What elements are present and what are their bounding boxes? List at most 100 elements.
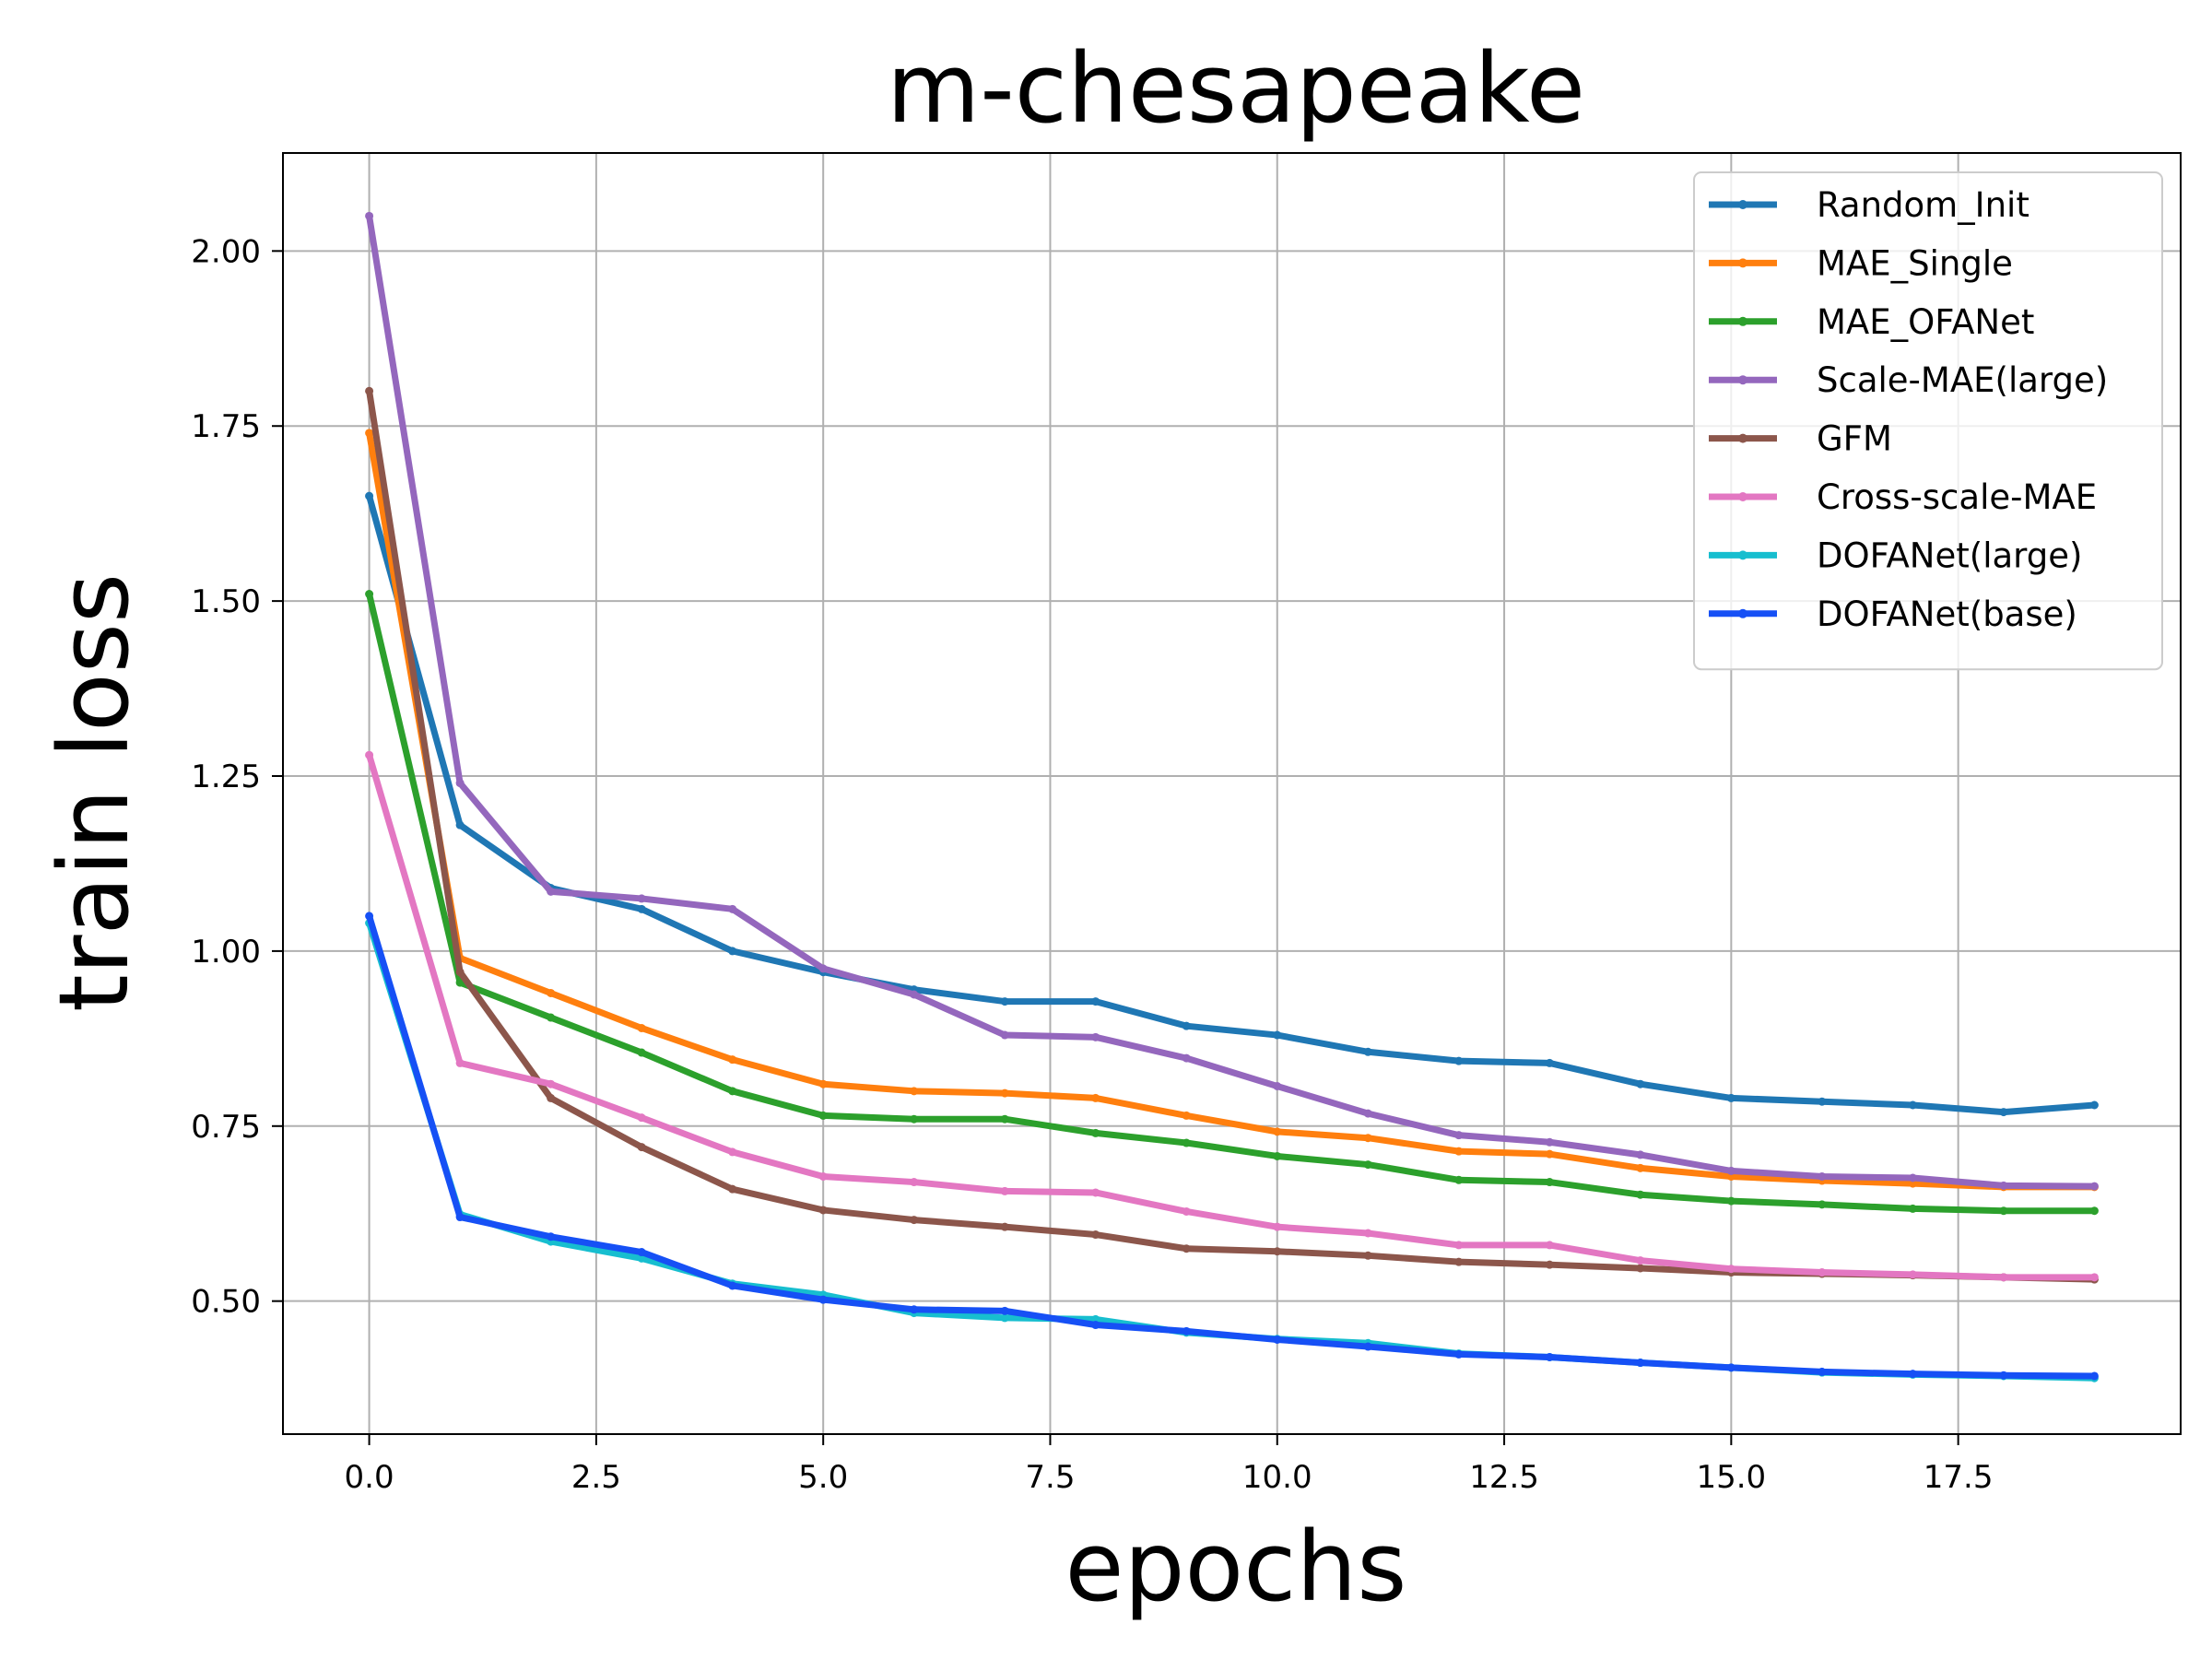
data-point — [1273, 1222, 1282, 1231]
legend-box — [1693, 171, 2163, 671]
x-axis-label: epochs — [1065, 1511, 1407, 1623]
series-line — [366, 212, 2098, 1190]
data-point — [818, 964, 828, 973]
legend-item: DOFANet(large) — [1709, 535, 2082, 575]
data-point — [1454, 1147, 1464, 1156]
data-point — [365, 386, 374, 395]
data-point — [2089, 1273, 2099, 1282]
data-point — [1273, 1030, 1282, 1040]
x-tick-label: 0.0 — [345, 1459, 394, 1496]
y-tick-label: 1.50 — [191, 583, 261, 620]
data-point — [365, 590, 374, 599]
data-point — [1636, 1079, 1645, 1088]
series-lines — [365, 211, 2099, 1382]
data-point — [2089, 1371, 2099, 1381]
legend-item: MAE_Single — [1709, 243, 2013, 283]
data-point — [910, 1305, 919, 1314]
data-point — [1636, 1256, 1645, 1265]
legend-marker — [1738, 608, 1747, 618]
data-point — [1908, 1370, 1917, 1379]
data-point — [1818, 1367, 1827, 1376]
data-point — [1454, 1056, 1464, 1065]
data-point — [1545, 1352, 1554, 1361]
data-point — [1454, 1257, 1464, 1266]
data-point — [1182, 1111, 1191, 1120]
data-point — [1908, 1100, 1917, 1110]
x-tick-label: 7.5 — [1025, 1459, 1075, 1496]
data-point — [1545, 1260, 1554, 1269]
legend-label: MAE_Single — [1817, 243, 2013, 283]
x-tick-label: 2.5 — [571, 1459, 621, 1496]
data-point — [637, 1143, 646, 1152]
data-point — [910, 1114, 919, 1124]
data-point — [547, 887, 556, 896]
data-point — [455, 968, 465, 977]
data-point — [1999, 1206, 2008, 1216]
legend-label: Scale-MAE(large) — [1817, 360, 2108, 400]
data-point — [637, 894, 646, 903]
data-point — [455, 820, 465, 830]
y-tick-label: 2.00 — [191, 233, 261, 270]
data-point — [547, 1232, 556, 1241]
data-point — [1182, 1326, 1191, 1335]
data-point — [1273, 1081, 1282, 1090]
x-tick-label: 5.0 — [798, 1459, 848, 1496]
y-axis-label: train loss — [38, 573, 150, 1012]
legend-marker — [1738, 200, 1747, 209]
legend-marker — [1738, 433, 1747, 443]
data-point — [1273, 1247, 1282, 1256]
data-point — [1091, 1128, 1100, 1137]
data-point — [1818, 1171, 1827, 1181]
data-point — [1818, 1097, 1827, 1106]
data-point — [818, 1079, 828, 1088]
data-point — [1545, 1149, 1554, 1159]
data-point — [1091, 1188, 1100, 1197]
series-dofanet-base- — [365, 912, 2099, 1381]
data-point — [547, 1079, 556, 1088]
data-point — [818, 1171, 828, 1181]
data-point — [1908, 1204, 1917, 1213]
legend-label: GFM — [1817, 419, 1892, 459]
data-point — [1000, 1313, 1009, 1323]
data-point — [910, 1087, 919, 1096]
data-point — [1363, 1109, 1372, 1118]
data-point — [1091, 997, 1100, 1006]
legend-marker — [1738, 258, 1747, 268]
legend-label: Cross-scale-MAE — [1817, 477, 2097, 517]
data-point — [910, 1216, 919, 1225]
data-point — [1908, 1270, 1917, 1279]
y-tick-label: 1.25 — [191, 759, 261, 795]
data-point — [728, 1147, 737, 1157]
data-point — [1000, 1088, 1009, 1098]
legend-label: Random_Init — [1817, 185, 2030, 225]
data-point — [728, 1087, 737, 1096]
series-line — [366, 912, 2098, 1380]
data-point — [1545, 1137, 1554, 1147]
data-point — [1000, 1030, 1009, 1040]
data-point — [1636, 1190, 1645, 1199]
data-point — [818, 1206, 828, 1215]
data-point — [1545, 1241, 1554, 1250]
data-point — [2089, 1100, 2099, 1110]
data-point — [365, 491, 374, 500]
legend-item: GFM — [1709, 419, 1892, 459]
series-scale-mae-large- — [365, 211, 2099, 1191]
data-point — [1091, 1230, 1100, 1240]
data-point — [1545, 1058, 1554, 1067]
data-point — [1363, 1160, 1372, 1170]
x-tick-label: 15.0 — [1696, 1459, 1766, 1496]
series-mae-ofanet — [365, 590, 2099, 1216]
data-point — [637, 1113, 646, 1123]
data-point — [365, 429, 374, 438]
data-point — [455, 978, 465, 987]
data-point — [455, 1213, 465, 1222]
data-point — [365, 211, 374, 220]
plot-frame — [282, 152, 2182, 1435]
data-point — [1908, 1173, 1917, 1182]
x-tick-label: 17.5 — [1924, 1459, 1994, 1496]
data-point — [1999, 1181, 2008, 1190]
data-point — [910, 1178, 919, 1187]
data-point — [1182, 1206, 1191, 1216]
data-point — [1091, 1321, 1100, 1330]
